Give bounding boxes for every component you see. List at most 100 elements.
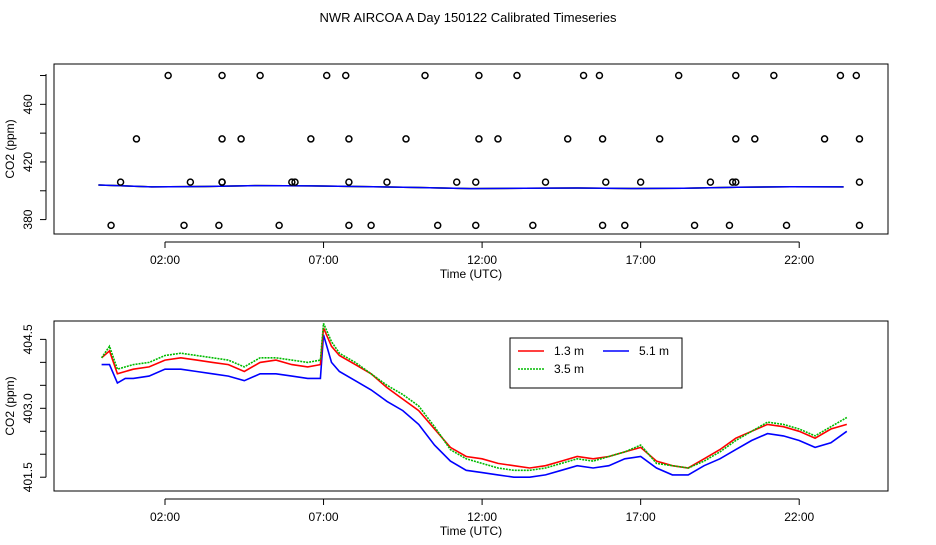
y-tick-label: 404.5	[21, 324, 35, 354]
outlier-point	[256, 71, 264, 80]
plot-frame	[53, 320, 889, 492]
outlier-points	[107, 71, 864, 230]
outlier-point	[341, 71, 350, 80]
x-axis-label: Time (UTC)	[440, 267, 502, 281]
outlier-point	[598, 135, 607, 143]
x-tick-label: 07:00	[309, 510, 339, 524]
y-axis: 401.5 403.0 404.5	[21, 324, 47, 492]
outlier-point	[706, 178, 715, 186]
legend-label: 3.5 m	[554, 362, 584, 376]
legend-label: 1.3 m	[554, 344, 584, 358]
outlier-point	[218, 135, 226, 143]
outlier-point	[164, 71, 172, 80]
outlier-point	[218, 71, 226, 80]
outlier-point	[345, 135, 353, 143]
outlier-point	[322, 71, 331, 80]
outlier-point	[402, 135, 410, 143]
x-axis-label: Time (UTC)	[440, 524, 502, 538]
outlier-point	[674, 71, 683, 80]
top-panel-outlier-scatter: 02:00 07:00 12:00 17:00 22:00 Time (UTC) 380 42…	[3, 63, 889, 281]
outlier-point	[452, 178, 461, 186]
outlier-point	[732, 71, 740, 80]
outlier-point	[529, 221, 537, 230]
outlier-point	[215, 221, 223, 230]
outlier-point	[732, 135, 740, 143]
outlier-point	[782, 221, 791, 230]
series-line	[98, 184, 844, 190]
outlier-point	[421, 71, 429, 80]
outlier-point	[494, 135, 502, 143]
x-axis: 02:00 07:00 12:00 17:00 22:00	[150, 498, 815, 524]
outlier-point	[107, 221, 115, 230]
series-line	[101, 334, 848, 479]
legend-label: 5.1 m	[639, 344, 669, 358]
outlier-point	[541, 178, 550, 186]
legend: 1.3 m 5.1 m 3.5 m	[509, 337, 683, 389]
y-axis-label: CO2 (ppm)	[3, 119, 17, 178]
outlier-point	[725, 221, 734, 230]
y-tick-label: 380	[21, 209, 35, 229]
outlier-point	[237, 135, 245, 143]
timeseries-band	[98, 184, 844, 190]
outlier-point	[855, 178, 864, 186]
series-lines	[100, 322, 848, 479]
outlier-point	[472, 178, 480, 186]
outlier-point	[855, 135, 864, 143]
outlier-point	[855, 221, 864, 230]
y-tick-label: 420	[21, 152, 35, 172]
bottom-panel-height-timeseries: 02:00 07:00 12:00 17:00 22:00 Time (UTC) 401.5…	[3, 320, 889, 538]
outlier-point	[475, 135, 483, 143]
outlier-point	[307, 135, 315, 143]
outlier-point	[770, 71, 778, 80]
series-line	[101, 327, 848, 469]
outlier-point	[475, 71, 483, 80]
y-axis: 380 420 460	[21, 74, 47, 230]
x-tick-label: 07:00	[309, 253, 339, 267]
outlier-point	[598, 221, 607, 230]
outlier-point	[345, 221, 353, 230]
outlier-point	[472, 221, 480, 230]
figure-title: NWR AIRCOA A Day 150122 Calibrated Times…	[320, 10, 617, 25]
outlier-point	[852, 71, 861, 80]
outlier-point	[579, 71, 588, 80]
outlier-point	[636, 178, 645, 186]
legend-box	[509, 337, 683, 389]
outlier-point	[595, 71, 604, 80]
outlier-point	[513, 71, 521, 80]
plot-frame	[53, 63, 889, 235]
outlier-point	[132, 135, 141, 143]
outlier-point	[345, 178, 353, 186]
outlier-point	[655, 135, 664, 143]
outlier-point	[751, 135, 759, 143]
outlier-point	[602, 178, 610, 186]
series-line	[100, 322, 848, 472]
x-tick-label: 17:00	[626, 253, 656, 267]
x-tick-label: 17:00	[626, 510, 656, 524]
x-tick-label: 22:00	[784, 253, 814, 267]
x-tick-label: 02:00	[150, 253, 180, 267]
outlier-point	[367, 221, 375, 230]
outlier-point	[288, 178, 296, 186]
x-tick-label: 22:00	[784, 510, 814, 524]
outlier-point	[728, 178, 737, 186]
outlier-point	[186, 178, 195, 186]
outlier-point	[180, 221, 188, 230]
outlier-point	[116, 178, 125, 186]
x-tick-label: 12:00	[467, 253, 497, 267]
outlier-point	[291, 178, 299, 186]
outlier-point	[383, 178, 391, 186]
outlier-point	[621, 221, 629, 230]
y-tick-label: 460	[21, 94, 35, 114]
outlier-point	[563, 135, 572, 143]
y-axis-label: CO2 (ppm)	[3, 376, 17, 435]
x-tick-label: 02:00	[150, 510, 180, 524]
x-tick-label: 12:00	[467, 510, 497, 524]
outlier-point	[433, 221, 442, 230]
outlier-point	[275, 221, 283, 230]
y-tick-label: 401.5	[21, 462, 35, 492]
outlier-point	[218, 178, 226, 186]
y-tick-label: 403.0	[21, 393, 35, 423]
outlier-point	[732, 178, 740, 186]
